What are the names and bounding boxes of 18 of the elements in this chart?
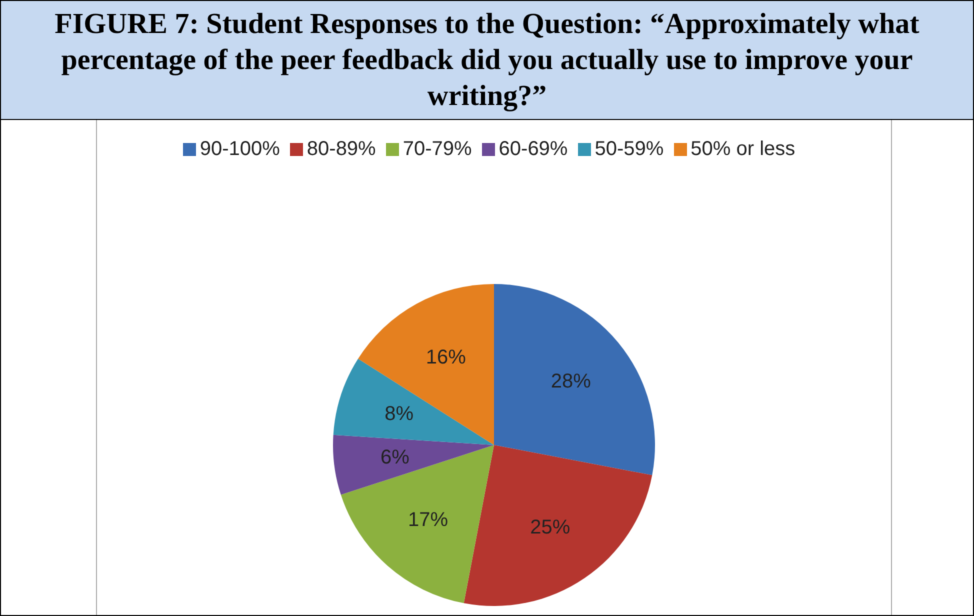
legend-label: 70-79% [402, 138, 472, 160]
pie-slice [358, 284, 494, 445]
chart-title: FIGURE 7: Student Responses to the Question: “Approximately what percentage of the peer feedback did you actually use to improve your writing?” [1, 1, 973, 120]
legend-label: 60-69% [498, 138, 568, 160]
pie-slice [494, 284, 655, 476]
legend-label: 80-89% [306, 138, 376, 160]
data-label: 25% [530, 516, 570, 539]
pie-slice [464, 445, 652, 606]
data-label: 17% [408, 508, 448, 531]
data-label: 8% [384, 403, 414, 426]
legend-label: 50% or less [690, 138, 796, 160]
legend-label: 90-100% [200, 138, 280, 160]
data-label: 16% [426, 346, 466, 369]
data-label: 6% [380, 446, 410, 469]
pie-slice [333, 434, 494, 495]
data-label: 28% [550, 370, 592, 392]
legend-label: 50-59% [594, 138, 664, 160]
pie-slice [340, 445, 494, 604]
